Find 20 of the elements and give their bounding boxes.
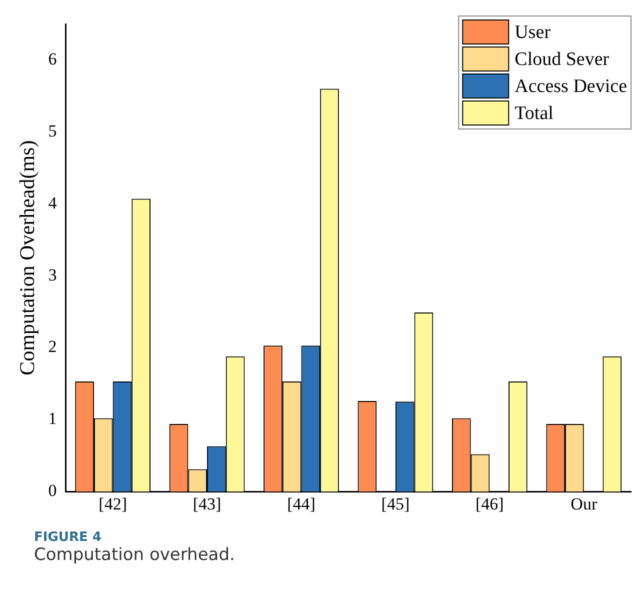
x-tick-label: [43] — [192, 494, 222, 514]
y-axis-title: Computation Overhead(ms) — [15, 140, 40, 376]
x-tick-label: [42] — [98, 494, 127, 514]
legend-label: Cloud Sever — [514, 48, 610, 70]
y-tick-label: 6 — [48, 49, 57, 68]
legend-label: User — [514, 22, 552, 43]
caption: FIGURE 4 — [34, 530, 102, 545]
x-tick-label: [44] — [287, 494, 316, 514]
y-tick-label: 4 — [48, 193, 58, 212]
y-tick-label: 1 — [48, 409, 57, 428]
x-tick-label: Our — [570, 494, 598, 514]
y-tick-label: 3 — [48, 265, 57, 284]
x-tick-label: [45] — [381, 494, 410, 514]
y-tick-label: 0 — [48, 481, 57, 500]
x-tick-label: [46] — [476, 494, 504, 514]
legend-label: Total — [514, 102, 554, 124]
y-tick-label: 5 — [48, 121, 57, 140]
y-tick-label: 2 — [48, 337, 57, 356]
legend-label: Access Device — [514, 76, 627, 97]
text: Computation overhead. — [34, 545, 236, 565]
